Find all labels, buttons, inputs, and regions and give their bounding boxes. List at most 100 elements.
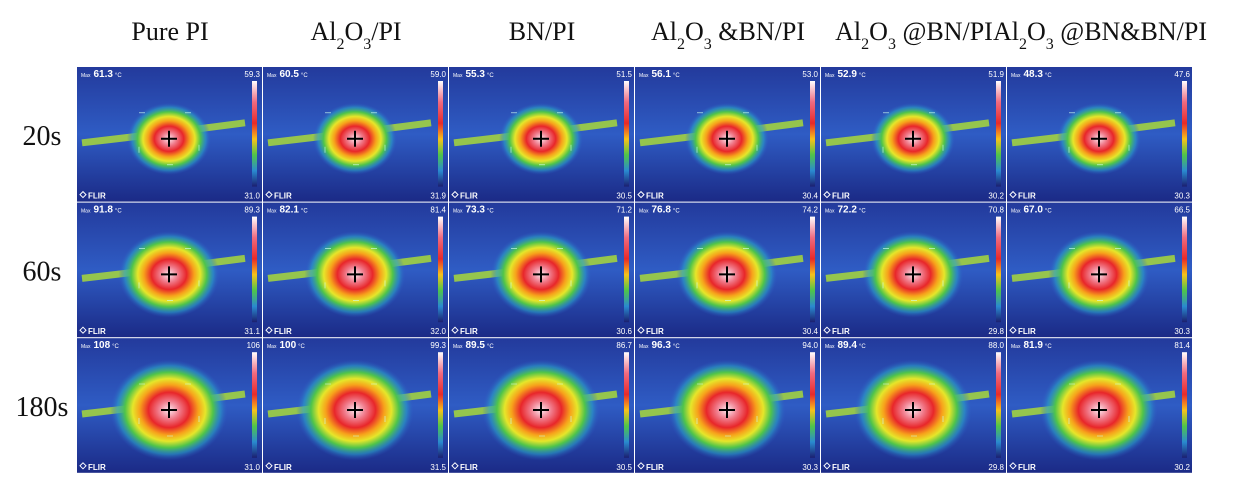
scale-top: 86.7 xyxy=(616,341,632,350)
crosshair xyxy=(161,402,177,418)
scale-top: 89.3 xyxy=(244,206,260,215)
header-segment: 2 xyxy=(677,36,685,53)
color-scale xyxy=(996,216,1001,323)
max-prefix: Max xyxy=(639,209,649,215)
brand: FLIR xyxy=(274,327,292,336)
thermal-image: Max 108 °C 106 31.0 FLIR xyxy=(77,338,262,473)
thermal-image: Max 89.4 °C 88.0 29.8 FLIR xyxy=(821,338,1006,473)
max-reading: Max 96.3 °C xyxy=(639,340,680,351)
brand: FLIR xyxy=(646,327,664,336)
flir-logo-icon xyxy=(1009,326,1017,334)
max-value: 61.3 xyxy=(93,69,113,80)
color-scale xyxy=(438,216,443,323)
max-value: 52.9 xyxy=(837,69,857,80)
header-segment: 2 xyxy=(1019,36,1027,53)
scale-top: 106 xyxy=(247,341,261,350)
header-segment: O xyxy=(344,17,363,46)
header-segment: @BN&BN/PI xyxy=(1054,17,1207,46)
flir-logo-icon xyxy=(823,190,831,199)
max-value: 56.1 xyxy=(651,69,671,80)
max-reading: Max 100 °C xyxy=(267,340,306,351)
unit: °C xyxy=(112,344,119,350)
header-segment: Al xyxy=(310,17,336,46)
max-prefix: Max xyxy=(825,73,835,79)
flir-logo-icon xyxy=(1009,462,1017,470)
flir-logo-icon xyxy=(637,190,645,199)
scale-bottom: 30.3 xyxy=(802,463,818,472)
scale-bottom: 30.3 xyxy=(1174,327,1190,336)
unit: °C xyxy=(301,209,308,215)
frame-box xyxy=(696,112,758,166)
brand: FLIR xyxy=(88,327,106,336)
header-segment: 3 xyxy=(888,36,896,53)
header-segment: Pure PI xyxy=(131,17,208,46)
scale-bottom: 30.4 xyxy=(802,192,818,201)
max-prefix: Max xyxy=(825,209,835,215)
header-segment: Al xyxy=(651,17,677,46)
max-prefix: Max xyxy=(453,344,463,350)
scale-top: 66.5 xyxy=(1174,206,1190,215)
max-reading: Max 48.3 °C xyxy=(1011,69,1052,80)
color-scale xyxy=(1182,81,1187,187)
unit: °C xyxy=(673,209,680,215)
frame-box xyxy=(138,248,200,301)
crosshair xyxy=(719,130,735,147)
scale-top: 47.6 xyxy=(1174,70,1190,79)
header-segment: Al xyxy=(835,17,861,46)
brand: FLIR xyxy=(460,463,478,472)
header-segment: /PI xyxy=(371,17,401,46)
scale-bottom: 30.4 xyxy=(802,327,818,336)
scale-bottom: 30.3 xyxy=(1174,192,1190,201)
brand: FLIR xyxy=(1018,192,1036,201)
crosshair xyxy=(347,402,363,418)
max-value: 48.3 xyxy=(1023,69,1043,80)
frame-box xyxy=(324,248,386,301)
max-value: 55.3 xyxy=(465,69,485,80)
max-prefix: Max xyxy=(267,209,277,215)
frame-box xyxy=(882,383,944,437)
column-header: Al2O3 &BN/PI xyxy=(651,17,805,53)
unit: °C xyxy=(859,344,866,350)
frame-box xyxy=(510,112,572,166)
thermal-image: Max 82.1 °C 81.4 32.0 FLIR xyxy=(263,202,448,338)
max-prefix: Max xyxy=(267,344,277,350)
thermal-image: Max 76.8 °C 74.2 30.4 FLIR xyxy=(635,202,820,338)
max-reading: Max 82.1 °C xyxy=(267,205,308,216)
header-segment: &BN/PI xyxy=(712,17,805,46)
flir-logo-icon xyxy=(451,462,459,470)
scale-bottom: 31.0 xyxy=(244,463,260,472)
thermal-image: Max 55.3 °C 51.5 30.5 FLIR xyxy=(449,67,634,202)
color-scale xyxy=(810,81,815,187)
color-scale xyxy=(438,352,443,458)
flir-logo-icon xyxy=(265,326,273,334)
thermal-image: Max 52.9 °C 51.9 30.2 FLIR xyxy=(821,67,1006,202)
brand: FLIR xyxy=(460,192,478,201)
unit: °C xyxy=(673,73,680,79)
flir-logo-icon xyxy=(823,326,831,334)
crosshair xyxy=(161,266,177,283)
max-prefix: Max xyxy=(453,209,463,215)
crosshair xyxy=(1091,402,1107,418)
color-scale xyxy=(252,81,257,187)
max-value: 89.5 xyxy=(465,340,485,351)
scale-bottom: 31.9 xyxy=(430,192,446,201)
frame-box xyxy=(324,383,386,437)
scale-bottom: 29.8 xyxy=(988,463,1004,472)
scale-top: 59.0 xyxy=(430,70,446,79)
max-prefix: Max xyxy=(825,344,835,350)
unit: °C xyxy=(487,73,494,79)
crosshair xyxy=(1091,130,1107,147)
scale-top: 81.4 xyxy=(430,206,446,215)
max-value: 108 xyxy=(93,340,110,351)
flir-logo-icon xyxy=(451,326,459,334)
unit: °C xyxy=(298,344,305,350)
color-scale xyxy=(252,352,257,458)
unit: °C xyxy=(859,209,866,215)
brand: FLIR xyxy=(274,192,292,201)
unit: °C xyxy=(115,209,122,215)
brand: FLIR xyxy=(460,327,478,336)
scale-bottom: 30.5 xyxy=(616,463,632,472)
scale-top: 70.8 xyxy=(988,206,1004,215)
crosshair xyxy=(719,402,735,418)
crosshair xyxy=(533,402,549,418)
